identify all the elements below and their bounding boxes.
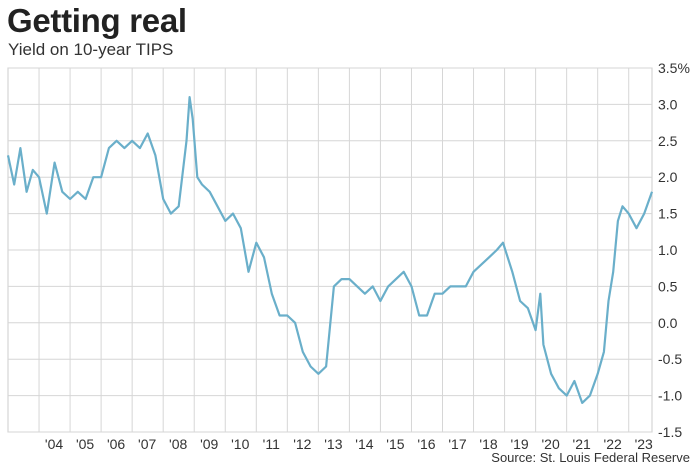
y-tick-label: 1.5 <box>658 206 678 222</box>
x-tick-label: '12 <box>293 436 311 452</box>
x-tick-label: '11 <box>263 436 280 452</box>
x-tick-label: '18 <box>479 436 497 452</box>
x-tick-label: '08 <box>169 436 187 452</box>
y-tick-label: 3.0 <box>658 96 678 112</box>
chart-subtitle: Yield on 10-year TIPS <box>8 40 174 59</box>
x-tick-label: '15 <box>386 436 404 452</box>
x-tick-label: '10 <box>231 436 249 452</box>
x-tick-label: '14 <box>355 436 373 452</box>
x-tick-label: '04 <box>45 436 63 452</box>
x-tick-label: '20 <box>541 436 559 452</box>
x-tick-label: '23 <box>635 436 653 452</box>
x-tick-label: '06 <box>107 436 125 452</box>
source-note: Source: St. Louis Federal Reserve <box>491 450 690 465</box>
x-tick-label: '22 <box>604 436 622 452</box>
y-tick-label: -1.0 <box>658 388 682 404</box>
x-tick-label: '07 <box>138 436 156 452</box>
y-tick-label: 1.0 <box>658 242 678 258</box>
x-tick-label: '13 <box>324 436 342 452</box>
x-axis: '04 '05 '06 '07 '08 '09 '10 '11 '12 '13 '14 '15 '16 '… <box>45 436 653 452</box>
y-tick-label: 0.5 <box>658 278 678 294</box>
x-tick-label: '21 <box>573 436 591 452</box>
chart-title: Getting real <box>7 2 187 39</box>
x-tick-label: '05 <box>76 436 94 452</box>
y-tick-label: 3.5% <box>658 60 690 76</box>
y-axis: -1.5 -1.0 -0.5 0.0 0.5 1.0 1.5 2.0 2.5 3.0 3.5% <box>658 60 690 440</box>
x-tick-label: '19 <box>510 436 528 452</box>
x-tick-label: '09 <box>200 436 218 452</box>
y-tick-label: -0.5 <box>658 351 682 367</box>
x-tick-label: '17 <box>448 436 466 452</box>
y-tick-label: 0.0 <box>658 315 678 331</box>
y-tick-label: 2.0 <box>658 169 678 185</box>
series-line <box>6 96 654 404</box>
y-tick-label: -1.5 <box>658 424 682 440</box>
y-tick-label: 2.5 <box>658 133 678 149</box>
x-tick-label: '16 <box>417 436 435 452</box>
